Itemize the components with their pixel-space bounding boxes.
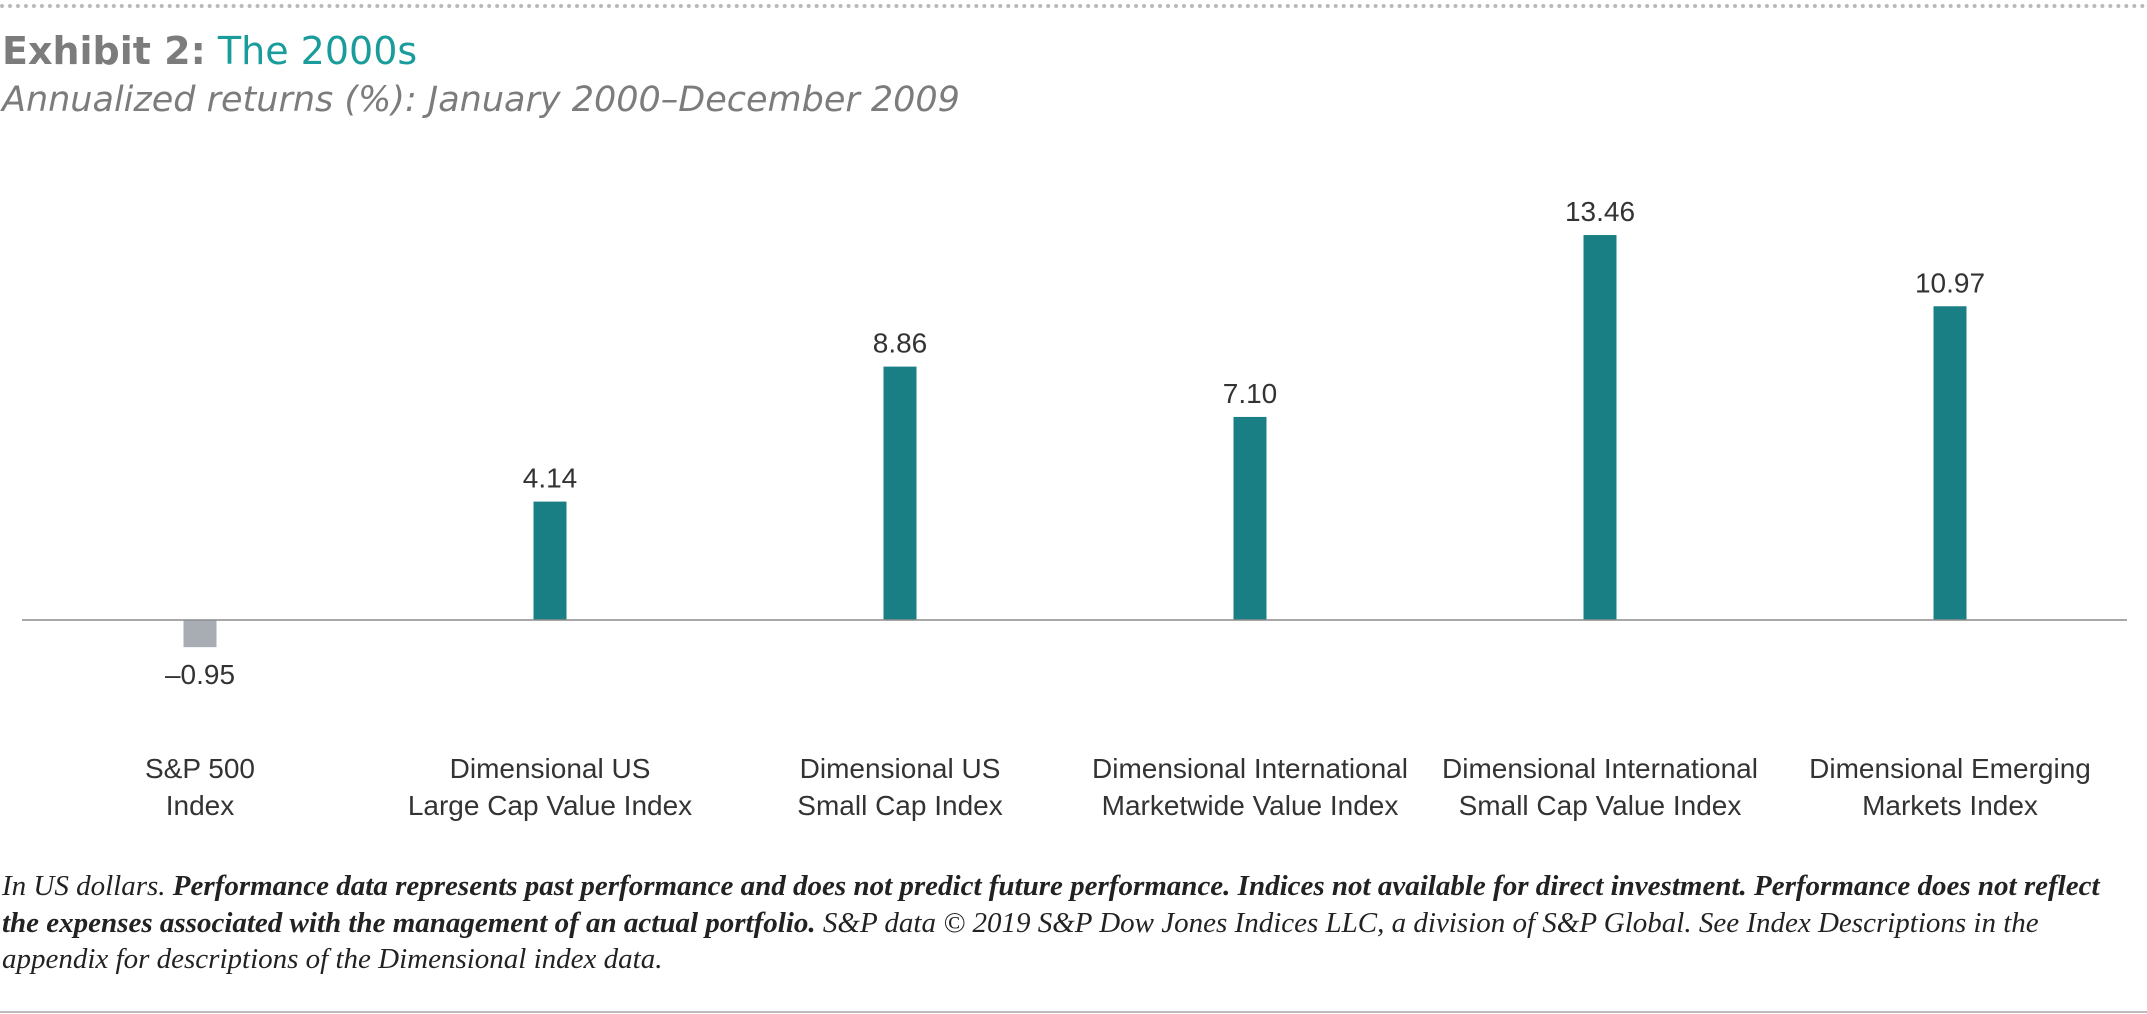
bottom-rule xyxy=(0,1011,2147,1013)
chart-subtitle: Annualized returns (%): January 2000–Dec… xyxy=(2,80,960,120)
value-label-1: –0.95 xyxy=(165,659,235,690)
bar-2 xyxy=(533,501,567,620)
category-label-2-line-2: Large Cap Value Index xyxy=(408,790,692,821)
category-label-6-line-1: Dimensional Emerging xyxy=(1809,753,2091,784)
exhibit-heading: Exhibit 2: The 2000s xyxy=(2,28,417,74)
category-label-4-line-2: Marketwide Value Index xyxy=(1102,790,1399,821)
footnote: In US dollars. Performance data represen… xyxy=(2,868,2122,978)
category-labels-group: S&P 500 Index Dimensional US Large Cap Valu… xyxy=(145,753,2091,821)
category-label-2-line-1: Dimensional US xyxy=(450,753,651,784)
value-label-5: 13.46 xyxy=(1565,196,1635,227)
category-label-5-line-2: Small Cap Value Index xyxy=(1459,790,1742,821)
footnote-disclaimer: Performance data represents past perform… xyxy=(2,870,2100,939)
value-label-2: 4.14 xyxy=(523,463,578,494)
bar-5 xyxy=(1583,235,1617,620)
value-label-6: 10.97 xyxy=(1915,267,1985,298)
top-dotted-rule xyxy=(0,4,2147,8)
category-label-1-line-1: S&P 500 xyxy=(145,753,255,784)
category-label-3-line-2: Small Cap Index xyxy=(797,790,1002,821)
category-label-1-line-2: Index xyxy=(166,790,235,821)
bar-6 xyxy=(1933,306,1967,620)
category-label-3-line-1: Dimensional US xyxy=(800,753,1001,784)
bar-3 xyxy=(883,366,917,620)
bars-group xyxy=(183,235,1967,648)
bar-chart: –0.95 4.14 8.86 7.10 13.46 10.97 S&P 500 Index… xyxy=(22,196,2127,821)
bar-4 xyxy=(1233,416,1267,620)
value-label-3: 8.86 xyxy=(873,328,928,359)
value-labels-group: –0.95 4.14 8.86 7.10 13.46 10.97 xyxy=(165,196,1985,690)
category-label-6-line-2: Markets Index xyxy=(1862,790,2038,821)
category-label-5-line-1: Dimensional International xyxy=(1442,753,1758,784)
footnote-lead: In US dollars. xyxy=(2,870,173,902)
exhibit-number: Exhibit 2: xyxy=(2,29,206,73)
footnote-source: S&P data © 2019 S&P Dow Jones Indices LL… xyxy=(2,906,2039,976)
bar-1 xyxy=(183,620,217,648)
exhibit-title: The 2000s xyxy=(217,29,418,73)
category-label-4-line-1: Dimensional International xyxy=(1092,753,1408,784)
value-label-4: 7.10 xyxy=(1223,378,1278,409)
